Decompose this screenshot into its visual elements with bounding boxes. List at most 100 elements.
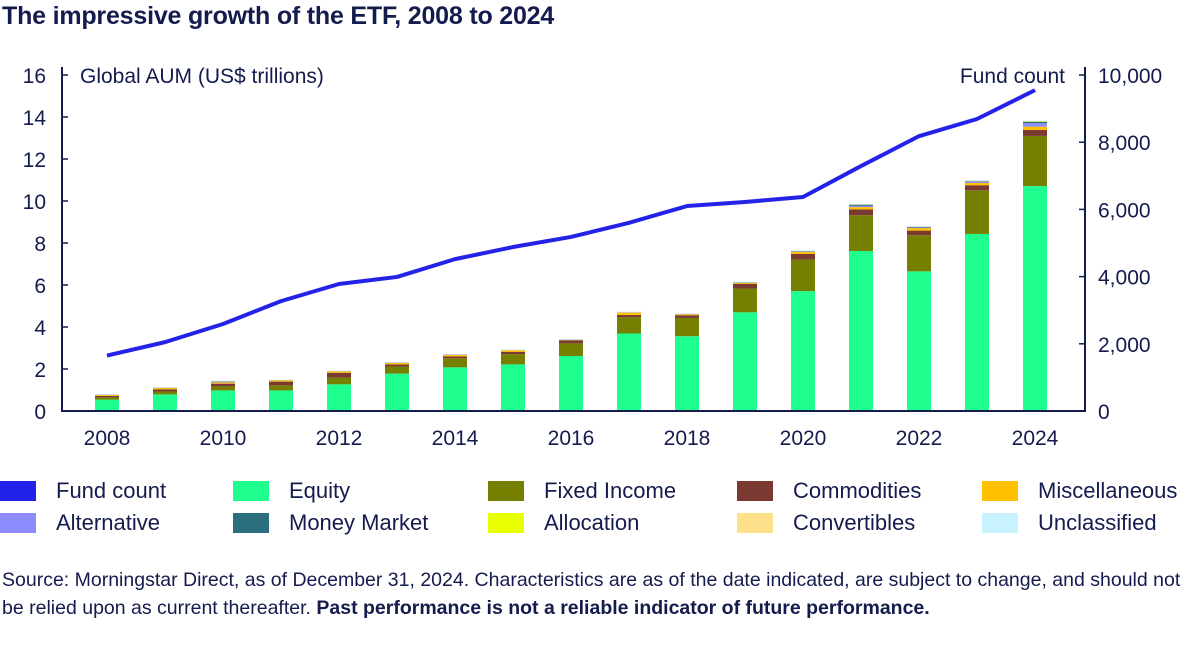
bar-commodities-2024 [1023,130,1047,136]
bar-fixed-income-2024 [1023,135,1047,187]
bar-commodities-2008 [95,395,119,398]
bar-miscellaneous-2018 [675,313,699,316]
y2-axis-label: Fund count [960,65,1065,88]
disclaimer: Past performance is not a reliable indic… [316,597,930,619]
bar-money-market-2022 [907,226,931,228]
bar-miscellaneous-2012 [327,371,351,373]
legend-item-equity: Equity [233,478,350,504]
bar-fixed-income-2016 [559,343,583,356]
bar-unclassified-2023 [965,180,989,181]
legend-label: Money Market [289,510,429,535]
y2-tick-label: 4,000 [1098,267,1151,290]
bar-convertibles-2023 [965,180,989,182]
bar-miscellaneous-2021 [849,207,873,210]
legend-label: Convertibles [793,510,916,535]
legend-item-allocation: Allocation [488,510,639,536]
legend-item-commodities: Commodities [737,478,921,504]
bar-equity-2012 [327,384,351,411]
bar-alternative-2010 [211,381,235,383]
bar-equity-2013 [385,373,409,411]
bar-unclassified-2021 [849,203,873,205]
bar-equity-2021 [849,250,873,411]
bar-unclassified-2012 [327,370,351,372]
bar-miscellaneous-2008 [95,394,119,396]
legend-label: Alternative [56,510,160,535]
bar-miscellaneous-2017 [617,312,641,316]
legend-label: Allocation [544,510,640,535]
bar-fixed-income-2009 [153,391,177,395]
y2-tick-label: 2,000 [1098,334,1151,357]
bar-fixed-income-2021 [849,215,873,251]
x-tick-label: 2008 [84,427,131,450]
y2-tick-label: 6,000 [1098,199,1151,222]
bar-fixed-income-2012 [327,377,351,385]
bar-fixed-income-2023 [965,190,989,234]
bar-commodities-2010 [211,383,235,387]
x-tick-label: 2010 [200,427,247,450]
bar-miscellaneous-2009 [153,387,177,390]
bar-convertibles-2020 [791,250,815,252]
legend-item-fixed-income: Fixed Income [488,478,676,504]
bar-fixed-income-2017 [617,317,641,334]
bar-commodities-2023 [965,185,989,191]
source-text: Source: Morningstar Direct, as of Decemb… [2,569,1181,619]
bar-commodities-2009 [153,389,177,392]
bar-equity-2024 [1023,186,1047,411]
bar-unclassified-2010 [211,380,235,382]
bar-unclassified-2014 [443,353,467,355]
y-tick-label: 2 [34,359,46,382]
y2-tick-label: 10,000 [1098,65,1162,88]
bar-miscellaneous-2023 [965,182,989,186]
bar-equity-2016 [559,355,583,411]
bar-equity-2019 [733,312,757,411]
legend-swatch [737,513,773,533]
y-tick-label: 14 [23,107,47,130]
bar-equity-2011 [269,390,293,411]
fund-count-line [106,88,1036,358]
bar-money-market-2024 [1023,121,1047,124]
bar-miscellaneous-2010 [211,382,235,384]
x-tick-label: 2024 [1012,427,1059,450]
bar-equity-2009 [153,394,177,411]
y-tick-label: 6 [34,275,46,298]
legend-label: Fund count [56,478,167,503]
bar-miscellaneous-2020 [791,252,815,254]
y-tick-label: 10 [23,191,46,214]
bar-fixed-income-2022 [907,235,931,272]
legend-swatch [0,481,36,501]
bar-commodities-2015 [501,351,525,355]
x-tick-label: 2020 [780,427,827,450]
bar-equity-2022 [907,271,931,411]
legend-label: Miscellaneous [1038,478,1178,503]
bar-equity-2008 [95,399,119,411]
bar-fixed-income-2020 [791,259,815,292]
bar-unclassified-2024 [1023,120,1047,122]
bar-commodities-2012 [327,372,351,378]
bar-fixed-income-2015 [501,354,525,365]
legend-swatch [0,513,36,533]
bar-alternative-2023 [965,181,989,183]
bar-commodities-2020 [791,253,815,260]
bar-fixed-income-2010 [211,386,235,391]
bar-unclassified-2019 [733,281,757,283]
bar-commodities-2013 [385,364,409,367]
bar-equity-2018 [675,336,699,411]
y-tick-label: 16 [23,65,46,88]
bar-unclassified-2013 [385,361,409,363]
bar-alternative-2021 [849,205,873,208]
bar-fixed-income-2011 [269,385,293,391]
bar-commodities-2016 [559,340,583,344]
legend-item-miscellaneous: Miscellaneous [982,478,1177,504]
legend-label: Unclassified [1038,510,1157,535]
bar-commodities-2017 [617,315,641,318]
bar-fixed-income-2014 [443,358,467,368]
legend-item-alternative: Alternative [0,510,160,536]
legend-swatch [982,513,1018,533]
bar-unclassified-2022 [907,225,931,227]
bar-fixed-income-2019 [733,288,757,313]
bar-equity-2010 [211,390,235,411]
bar-unclassified-2018 [675,313,699,314]
bar-alternative-2020 [791,251,815,253]
bar-unclassified-2015 [501,349,525,351]
bar-equity-2020 [791,291,815,411]
